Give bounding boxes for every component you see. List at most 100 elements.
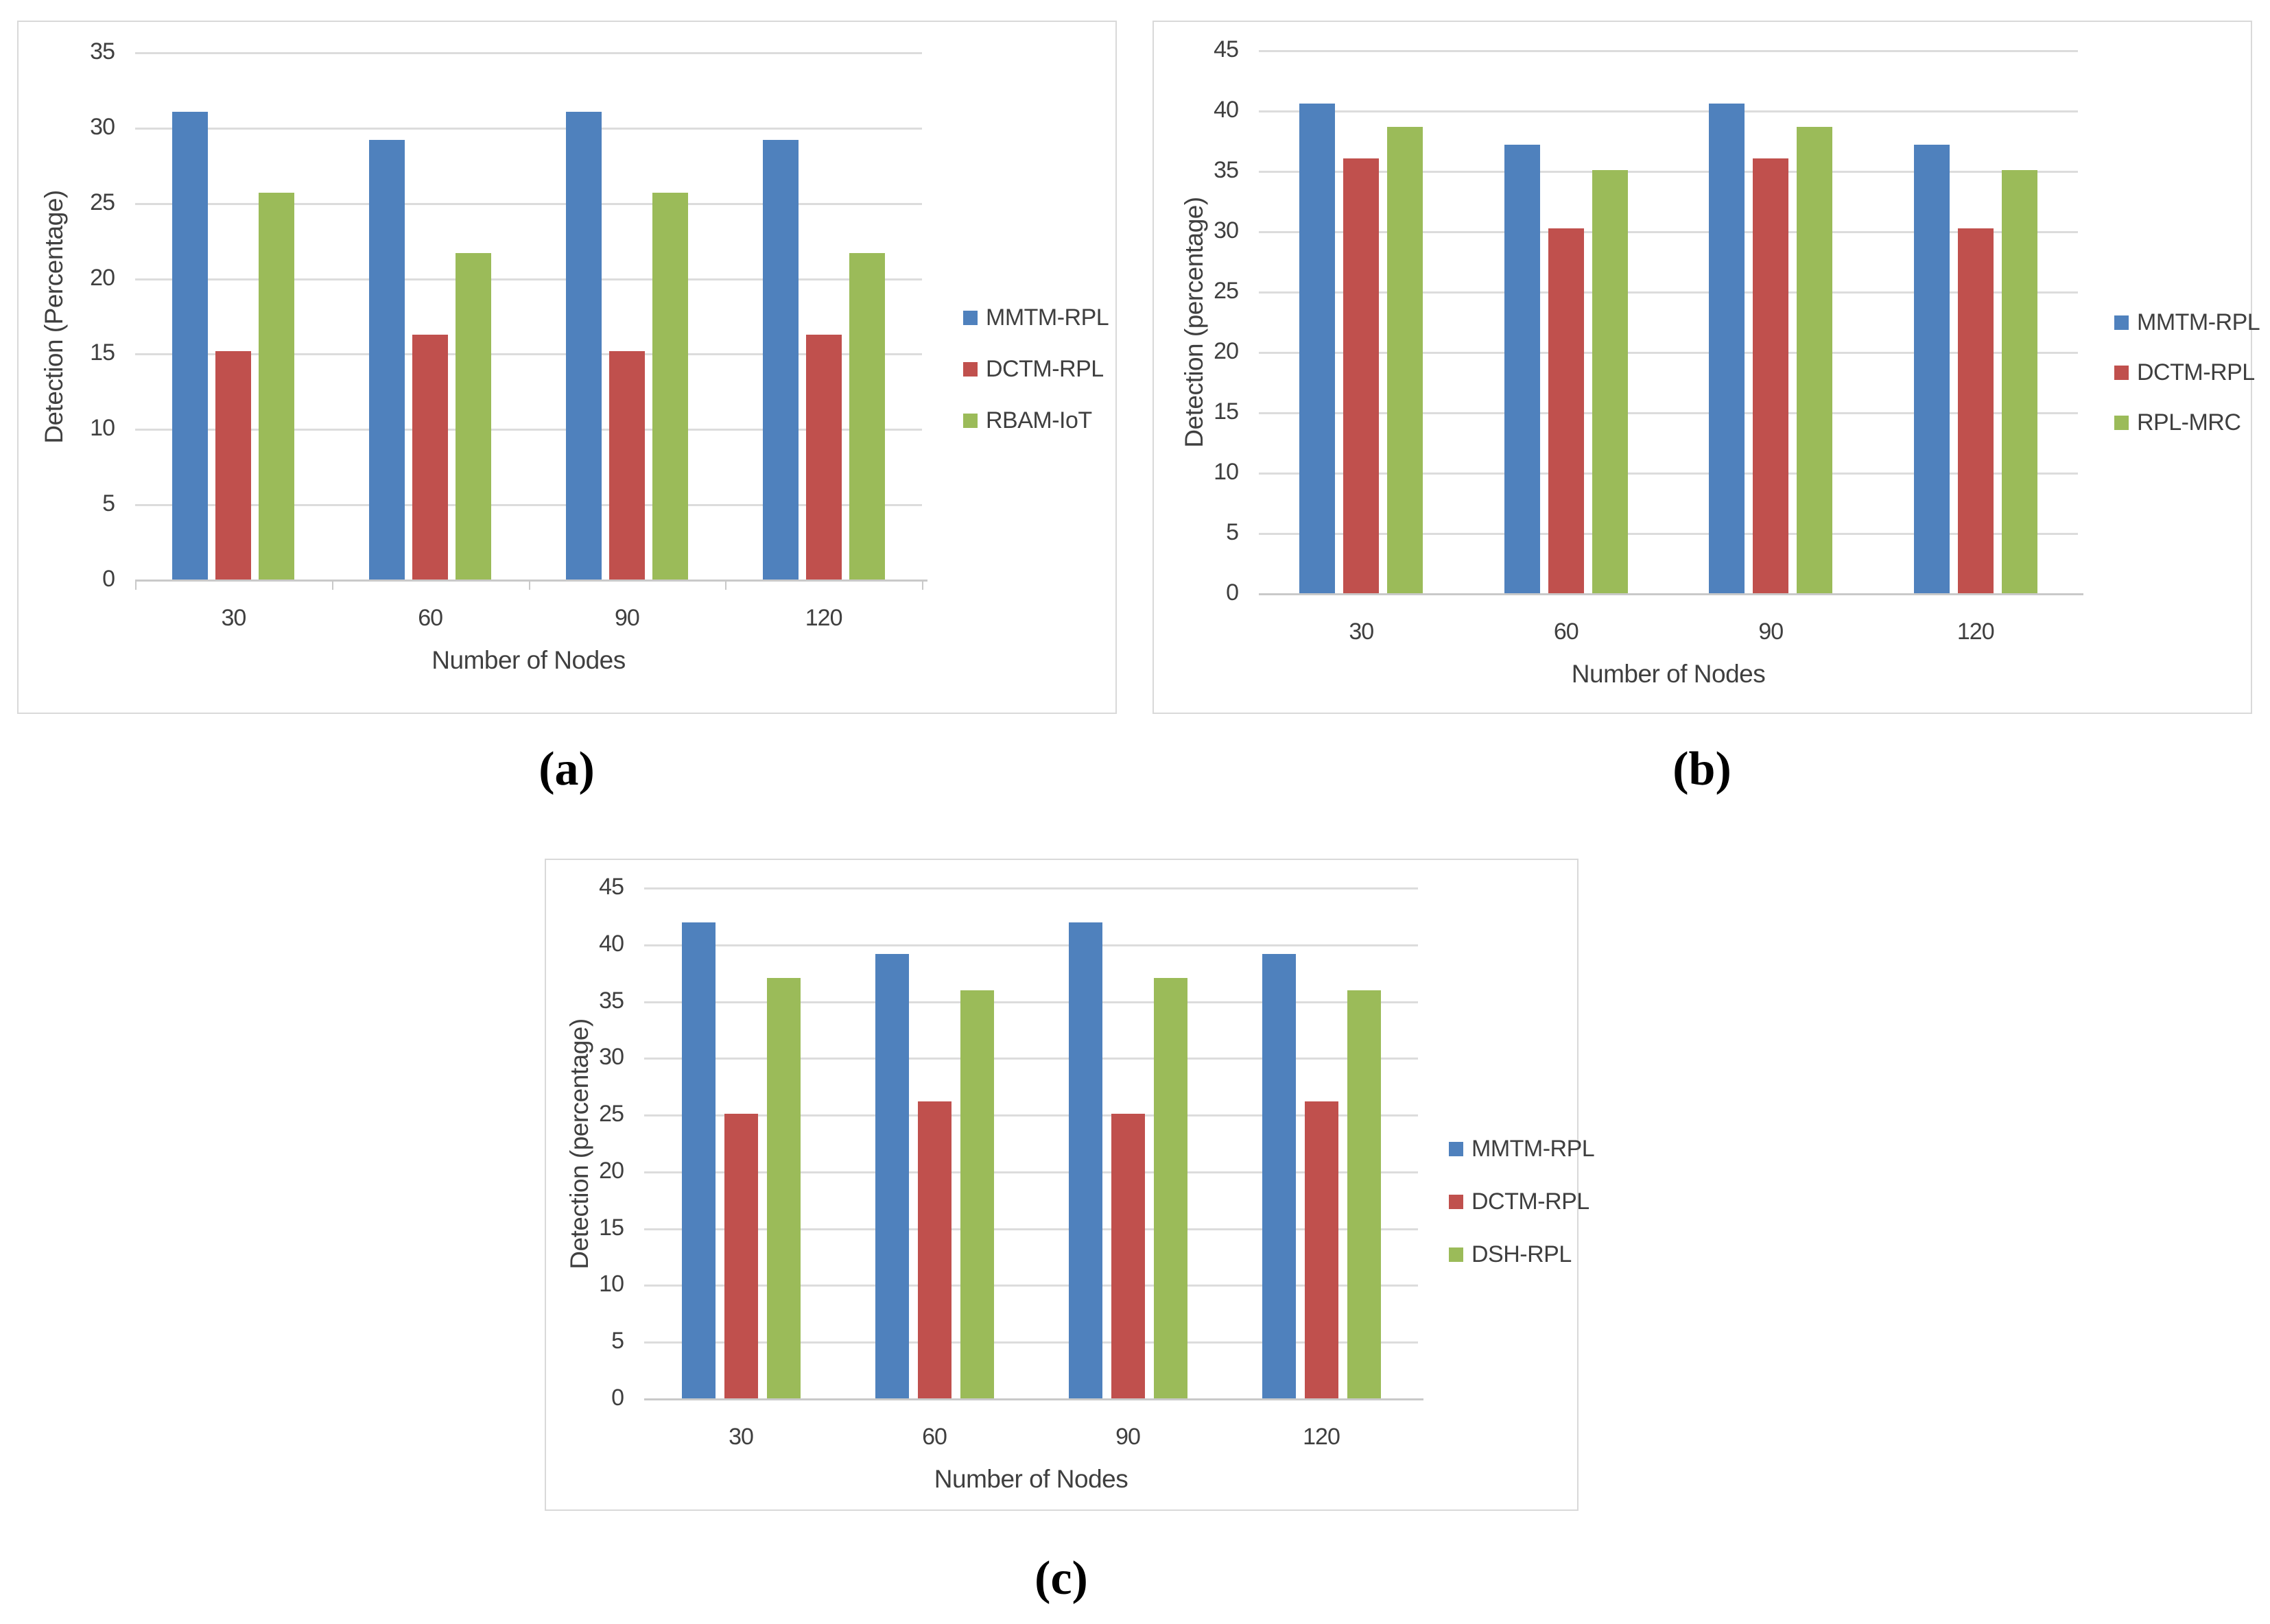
y-tick-label: 35 — [1214, 157, 1239, 183]
bar-MMTM-RPL-60 — [1504, 145, 1540, 594]
y-tick-label: 10 — [90, 415, 115, 442]
legend-label: DSH-RPL — [1471, 1241, 1572, 1267]
legend-item-RPL-MRC: RPL-MRC — [2114, 409, 2241, 436]
caption-b: (b) — [1672, 743, 1731, 796]
bar-MMTM-RPL-60 — [875, 954, 909, 1399]
y-tick-label: 30 — [599, 1044, 624, 1071]
bar-RBAM-IoT-30 — [259, 193, 295, 580]
bar-DSH-RPL-60 — [960, 990, 994, 1399]
x-tick-label: 30 — [221, 605, 246, 631]
bar-DCTM-RPL-30 — [724, 1114, 758, 1399]
bar-DCTM-RPL-90 — [608, 351, 645, 580]
gridline-20 — [1259, 352, 2078, 354]
legend-swatch-icon — [2114, 315, 2129, 330]
bar-DCTM-RPL-30 — [1343, 158, 1380, 594]
legend-item-MMTM-RPL: MMTM-RPL — [2114, 309, 2260, 336]
legend-swatch-icon — [2114, 416, 2129, 430]
y-tick-label: 5 — [102, 490, 115, 517]
bar-RPL-MRC-60 — [1592, 170, 1628, 594]
legend-label: DCTM-RPL — [2137, 359, 2255, 385]
legend-swatch-icon — [1449, 1247, 1463, 1262]
y-tick-label: 15 — [90, 339, 115, 366]
x-axis-tick — [528, 580, 530, 590]
y-axis-title: Detection (Percentage) — [40, 189, 68, 444]
bar-RPL-MRC-30 — [1387, 126, 1423, 594]
gridline-35 — [1259, 171, 2078, 173]
x-axis-title: Number of Nodes — [1571, 660, 1766, 688]
bar-MMTM-RPL-120 — [1913, 145, 1950, 594]
gridline-35 — [135, 52, 922, 54]
x-axis-line — [644, 1398, 1423, 1400]
bar-DCTM-RPL-60 — [917, 1101, 951, 1399]
x-axis-line — [135, 580, 927, 582]
y-tick-label: 0 — [102, 566, 115, 592]
bar-DCTM-RPL-120 — [1957, 228, 1994, 594]
x-axis-line — [1259, 593, 2083, 595]
bar-MMTM-RPL-120 — [1262, 954, 1296, 1399]
gridline-45 — [644, 887, 1418, 889]
bar-DCTM-RPL-60 — [412, 334, 449, 580]
y-tick-label: 40 — [1214, 97, 1239, 123]
legend-label: MMTM-RPL — [1471, 1136, 1595, 1162]
y-tick-label: 10 — [1214, 459, 1239, 485]
bar-DSH-RPL-120 — [1347, 990, 1381, 1399]
legend-label: MMTM-RPL — [2137, 309, 2260, 335]
gridline-35 — [644, 1001, 1418, 1003]
gridline-30 — [1259, 231, 2078, 233]
x-tick-label: 120 — [1956, 619, 1995, 645]
chart-panel-c: 0 5 10 15 20 25 30 35 40 45 30 60 90 120 Number of Nod… — [545, 859, 1595, 1511]
legend-swatch-icon — [963, 311, 978, 325]
x-tick-label: 120 — [805, 605, 843, 631]
x-axis-tick — [135, 580, 137, 590]
x-tick-label: 30 — [729, 1424, 754, 1450]
bar-MMTM-RPL-90 — [1709, 104, 1745, 594]
gridline-25 — [135, 202, 922, 205]
caption-a: (a) — [539, 743, 595, 796]
gridline-45 — [1259, 50, 2078, 52]
legend-item-MMTM-RPL: MMTM-RPL — [963, 304, 1109, 331]
y-tick-label: 20 — [599, 1157, 624, 1184]
legend-label: RPL-MRC — [2137, 409, 2241, 435]
y-tick-label: 10 — [599, 1271, 624, 1298]
legend-item-DCTM-RPL: DCTM-RPL — [963, 356, 1104, 383]
y-tick-label: 30 — [90, 113, 115, 140]
gridline-10 — [1259, 473, 2078, 475]
gridline-30 — [644, 1058, 1418, 1060]
bar-RBAM-IoT-120 — [849, 253, 885, 580]
legend-swatch-icon — [1449, 1195, 1463, 1209]
bar-MMTM-RPL-120 — [762, 140, 799, 580]
legend-swatch-icon — [963, 414, 978, 428]
x-axis-tick — [725, 580, 727, 590]
gridline-15 — [644, 1228, 1418, 1230]
bar-DSH-RPL-90 — [1153, 977, 1187, 1399]
legend-label: DCTM-RPL — [1471, 1189, 1589, 1215]
y-tick-label: 0 — [1226, 580, 1239, 606]
x-tick-label: 60 — [418, 605, 443, 631]
gridline-25 — [1259, 291, 2078, 294]
legend-swatch-icon — [963, 362, 978, 377]
x-tick-label: 60 — [1553, 619, 1579, 645]
y-tick-label: 25 — [599, 1101, 624, 1127]
legend-item-DCTM-RPL: DCTM-RPL — [1449, 1189, 1589, 1215]
legend-item-DSH-RPL: DSH-RPL — [1449, 1241, 1572, 1268]
bar-DSH-RPL-30 — [766, 977, 801, 1399]
y-tick-label: 35 — [90, 38, 115, 64]
gridline-5 — [135, 504, 922, 507]
x-tick-label: 120 — [1303, 1424, 1340, 1450]
gridline-30 — [135, 127, 922, 130]
gridline-40 — [644, 944, 1418, 946]
y-axis-title: Detection (percentage) — [1180, 197, 1208, 448]
y-tick-label: 25 — [1214, 278, 1239, 304]
chart-panel-b: 0 5 10 15 20 25 30 35 40 45 30 60 90 120 Number of Nod… — [1152, 21, 2260, 714]
y-tick-label: 40 — [599, 930, 624, 957]
y-tick-label: 20 — [1214, 338, 1239, 364]
bar-MMTM-RPL-30 — [681, 922, 716, 1399]
bar-MMTM-RPL-30 — [172, 111, 209, 580]
bar-DCTM-RPL-90 — [1111, 1114, 1145, 1399]
bar-DCTM-RPL-120 — [805, 334, 842, 580]
y-tick-label: 45 — [1214, 36, 1239, 62]
gridline-40 — [1259, 110, 2078, 112]
x-axis-title: Number of Nodes — [431, 646, 626, 674]
x-axis-tick — [331, 580, 333, 590]
bar-MMTM-RPL-30 — [1299, 104, 1336, 594]
